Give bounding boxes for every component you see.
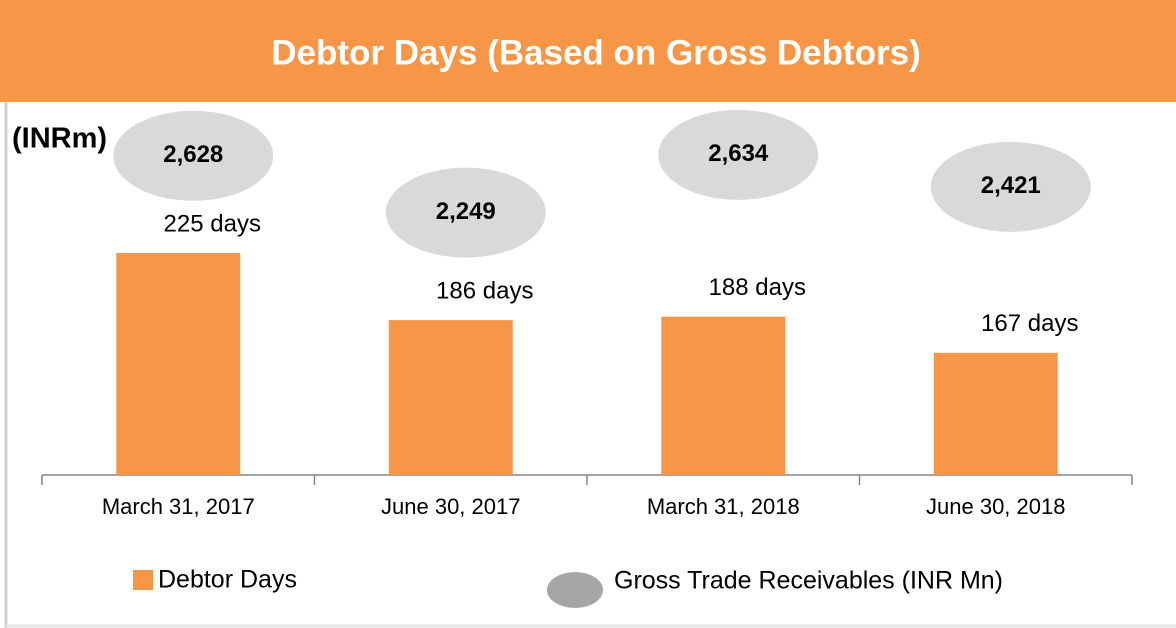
legend-label: Debtor Days (158, 566, 297, 594)
receivables-label: 2,421 (981, 172, 1041, 199)
legend-label: Gross Trade Receivables (INR Mn) (614, 567, 1003, 595)
legend-swatch (133, 570, 153, 590)
bar (933, 352, 1058, 475)
receivables-ellipse (113, 110, 274, 201)
receivables-label: 2,249 (436, 198, 496, 225)
x-tick-label: June 30, 2018 (926, 494, 1065, 519)
bar (661, 316, 786, 475)
header-bar (0, 0, 1176, 102)
y-axis-label: (INRm) (12, 123, 107, 155)
legend-swatch (547, 572, 603, 608)
receivables-ellipse (658, 109, 819, 200)
bar-value-label: 188 days (709, 274, 806, 301)
receivables-label: 2,628 (163, 141, 223, 168)
x-tick-label: March 31, 2018 (647, 494, 800, 519)
bar-value-label: 225 days (164, 210, 261, 237)
x-tick-label: March 31, 2017 (102, 494, 255, 519)
bar (116, 253, 241, 475)
receivables-label: 2,634 (708, 140, 769, 167)
bar-value-label: 167 days (981, 310, 1078, 337)
receivables-ellipse (930, 141, 1091, 232)
bar-value-label: 186 days (436, 277, 533, 304)
receivables-ellipse (385, 167, 546, 258)
x-tick-label: June 30, 2017 (381, 494, 520, 519)
chart-title: Debtor Days (Based on Gross Debtors) (271, 33, 921, 72)
bar (388, 320, 513, 475)
